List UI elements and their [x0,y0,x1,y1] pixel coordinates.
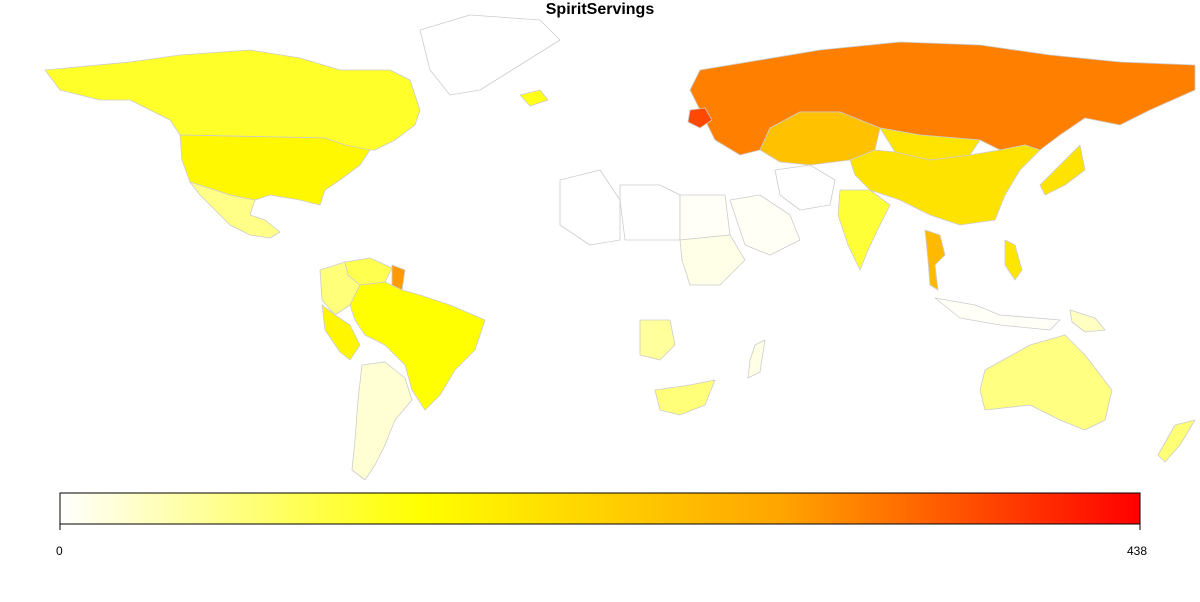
country-mongolia [879,127,981,161]
country-peru [321,304,361,361]
color-legend [59,492,1141,530]
country-madagascar [747,339,766,379]
country-india [837,189,891,271]
country-papua-new-guinea [1069,309,1106,333]
country-iceland [519,89,549,107]
country-new-zealand [1157,419,1196,463]
country-japan [1039,144,1086,196]
country-indonesia [934,297,1061,331]
country-sudan [679,234,746,286]
country-venezuela [344,257,393,286]
country-brazil [349,281,486,411]
country-belarus [687,107,713,129]
country-greenland [419,14,561,96]
country-algeria [559,169,621,246]
country-egypt [679,194,731,241]
country-canada [44,49,421,151]
legend-min-label: 0 [56,544,63,558]
country-guyana [391,264,406,291]
legend-max-label: 438 [1127,544,1148,558]
country-australia [979,334,1113,431]
country-angola [639,319,676,361]
country-thailand [924,229,946,291]
country-philippines [1004,239,1023,281]
country-mexico [189,181,281,239]
country-south-africa [654,379,716,416]
map-title: SpiritServings [545,1,655,18]
country-libya [619,184,681,241]
countries-layer [44,14,1196,481]
legend-color-bar [59,492,1141,525]
country-kazakhstan [759,111,881,166]
country-saudi-arabia [729,194,801,256]
country-argentina [351,361,413,481]
country-iran [774,164,836,211]
